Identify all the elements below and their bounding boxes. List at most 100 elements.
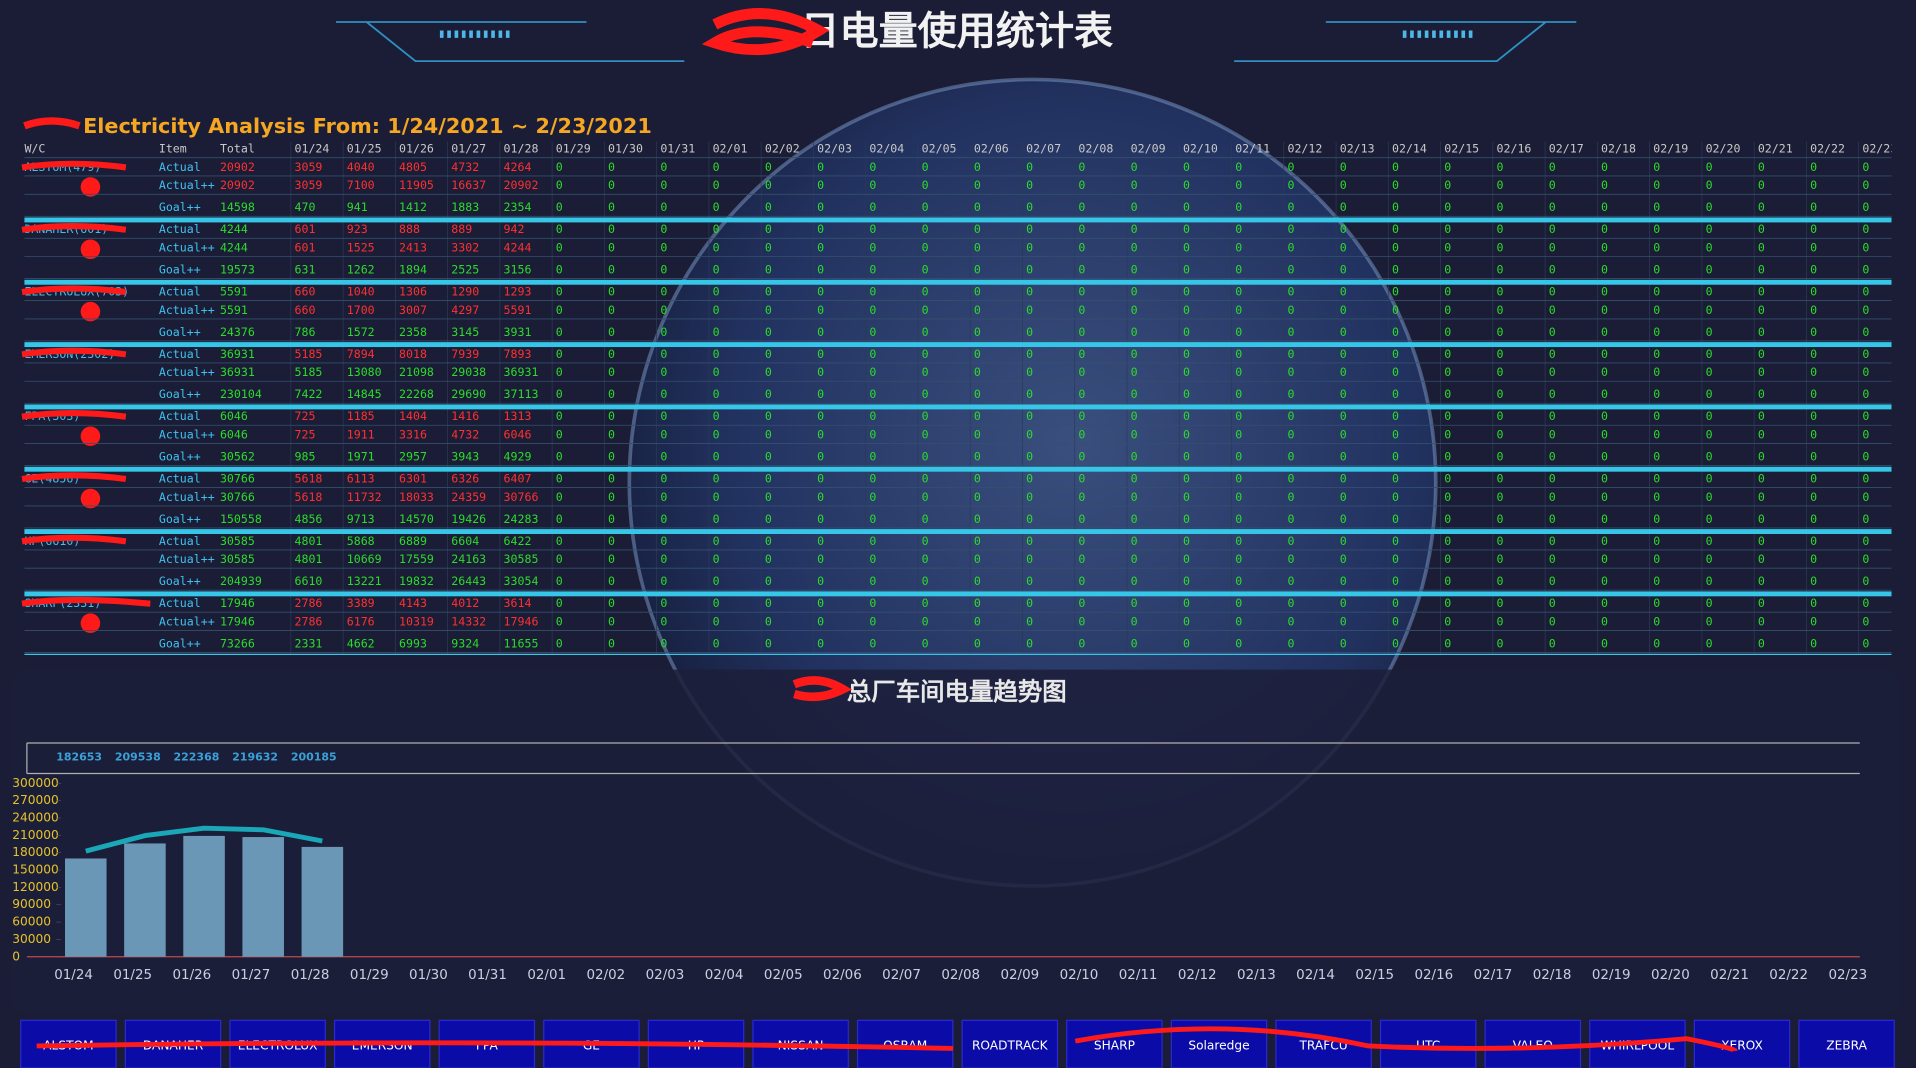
day-cell: 0: [1706, 200, 1713, 214]
day-cell: 0: [817, 614, 824, 628]
day-cell: 0: [1340, 222, 1347, 236]
day-cell: 0: [1601, 636, 1608, 650]
day-cell: 0: [1706, 534, 1713, 548]
day-cell: 5591: [504, 303, 532, 317]
day-cell: 0: [556, 409, 563, 423]
y-tick-label: 30000: [12, 932, 51, 946]
total-cell: 24376: [220, 325, 255, 339]
day-cell: 0: [713, 409, 720, 423]
day-cell: 0: [1444, 285, 1451, 299]
column-header: 02/15: [1444, 142, 1479, 156]
button-bar: ALSTOM DANAHER ELECTROLUX EMERSON FPA GE HP NIS…: [20, 1019, 1895, 1068]
day-cell: 0: [1026, 160, 1033, 174]
day-cell: 0: [765, 200, 772, 214]
day-cell: 2331: [294, 636, 322, 650]
day-cell: 0: [974, 450, 981, 464]
item-label: Actual: [159, 596, 201, 610]
day-cell: 0: [1444, 263, 1451, 277]
day-cell: 0: [1810, 347, 1817, 361]
day-cell: 0: [765, 178, 772, 192]
day-cell: 0: [1235, 303, 1242, 317]
column-header: 02/07: [1026, 142, 1061, 156]
day-cell: 0: [1497, 160, 1504, 174]
filter-button[interactable]: ROADTRACK: [961, 1019, 1059, 1068]
day-cell: 0: [660, 387, 667, 401]
day-cell: 0: [1444, 428, 1451, 442]
day-cell: 0: [556, 200, 563, 214]
day-cell: 0: [608, 512, 615, 526]
day-cell: 4662: [347, 636, 375, 650]
day-cell: 0: [1601, 472, 1608, 486]
day-cell: 0: [1653, 450, 1660, 464]
day-cell: 1971: [347, 450, 375, 464]
redaction: [21, 347, 127, 358]
day-cell: 0: [660, 450, 667, 464]
day-cell: 0: [1444, 636, 1451, 650]
button-label[interactable]: ROADTRACK: [972, 1038, 1049, 1052]
day-cell: 0: [1549, 387, 1556, 401]
day-cell: 0: [1601, 409, 1608, 423]
day-cell: 0: [1340, 325, 1347, 339]
day-cell: 0: [660, 263, 667, 277]
day-cell: 0: [922, 200, 929, 214]
item-label: Actual: [159, 534, 201, 548]
item-label: Actual++: [159, 178, 215, 192]
day-cell: 0: [765, 222, 772, 236]
day-cell: 0: [1287, 178, 1294, 192]
day-cell: 0: [1601, 285, 1608, 299]
day-cell: 4244: [504, 241, 532, 255]
x-tick-label: 02/03: [646, 968, 685, 983]
day-cell: 1883: [451, 200, 479, 214]
item-label: Actual++: [159, 614, 215, 628]
column-header: 02/13: [1340, 142, 1375, 156]
total-cell: 204939: [220, 574, 262, 588]
day-cell: 0: [1862, 303, 1869, 317]
day-cell: 0: [556, 574, 563, 588]
day-cell: 6993: [399, 636, 427, 650]
x-tick-label: 02/16: [1414, 968, 1453, 983]
day-cell: 26443: [451, 574, 486, 588]
filter-button[interactable]: OSRAM: [856, 1019, 954, 1068]
day-cell: 0: [1444, 552, 1451, 566]
day-cell: 0: [1862, 636, 1869, 650]
day-cell: 0: [817, 241, 824, 255]
day-cell: 0: [1287, 222, 1294, 236]
day-cell: 0: [1653, 160, 1660, 174]
day-cell: 0: [974, 534, 981, 548]
filter-button[interactable]: SHARP: [1066, 1019, 1163, 1068]
day-cell: 10319: [399, 614, 434, 628]
day-cell: 0: [1601, 428, 1608, 442]
day-cell: 0: [1340, 263, 1347, 277]
day-cell: 0: [1444, 450, 1451, 464]
day-cell: 0: [817, 472, 824, 486]
button-label[interactable]: Solaredge: [1188, 1038, 1249, 1052]
button-label[interactable]: ZEBRA: [1826, 1038, 1867, 1052]
button-label[interactable]: SHARP: [1094, 1038, 1135, 1052]
day-cell: 0: [1497, 472, 1504, 486]
day-cell: 2525: [451, 263, 479, 277]
day-cell: 0: [556, 552, 563, 566]
column-header: 02/20: [1706, 142, 1741, 156]
day-cell: 0: [1131, 490, 1138, 504]
day-cell: 660: [294, 303, 315, 317]
day-cell: 0: [713, 160, 720, 174]
column-header: 02/23: [1862, 142, 1897, 156]
day-cell: 0: [1549, 160, 1556, 174]
filter-button[interactable]: UTC: [1379, 1019, 1477, 1068]
day-cell: 0: [1183, 512, 1190, 526]
x-tick-label: 02/12: [1178, 968, 1217, 983]
day-cell: 0: [556, 241, 563, 255]
day-cell: 0: [1183, 636, 1190, 650]
day-cell: 0: [713, 347, 720, 361]
day-cell: 0: [1183, 303, 1190, 317]
day-cell: 2786: [294, 596, 322, 610]
filter-button[interactable]: ZEBRA: [1798, 1019, 1895, 1068]
day-cell: 6422: [504, 534, 532, 548]
day-cell: 0: [1026, 409, 1033, 423]
day-cell: 0: [660, 303, 667, 317]
day-cell: 0: [1287, 365, 1294, 379]
day-cell: 0: [765, 636, 772, 650]
day-cell: 0: [1758, 387, 1765, 401]
day-cell: 631: [294, 263, 315, 277]
day-cell: 0: [1392, 241, 1399, 255]
